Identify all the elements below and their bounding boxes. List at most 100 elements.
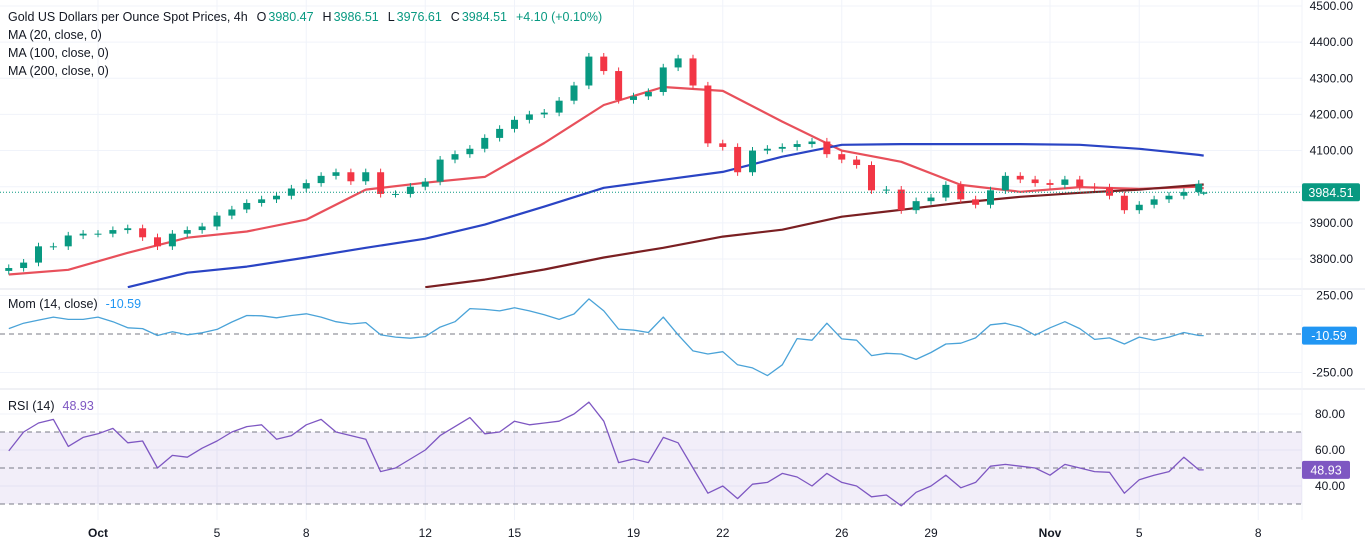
candle <box>347 168 355 185</box>
candle-body <box>1076 179 1084 187</box>
rsi-value: 48.93 <box>1310 463 1341 477</box>
x-tick-label: 29 <box>924 526 938 540</box>
candle-body <box>674 58 682 68</box>
momentum-pane[interactable] <box>0 298 1302 377</box>
candle-body <box>183 230 191 234</box>
candle <box>630 92 637 104</box>
candle-body <box>154 237 161 247</box>
candle <box>511 116 518 133</box>
candle-body <box>228 209 236 216</box>
close-label: C <box>450 10 460 24</box>
candle <box>258 195 266 207</box>
candle-body <box>600 56 608 72</box>
ma20-line <box>8 85 1205 276</box>
candle <box>1180 188 1188 200</box>
candle-body <box>392 193 399 195</box>
candle <box>644 88 652 100</box>
x-tick-label: 19 <box>627 526 641 540</box>
candle <box>1091 183 1099 192</box>
candle <box>793 140 801 151</box>
candle-body <box>615 71 623 100</box>
price-tick-label: 4300.00 <box>1310 71 1354 85</box>
candle-body <box>1200 192 1208 194</box>
ma100-legend[interactable]: MA (100, close, 0) <box>8 46 109 60</box>
candle <box>615 67 623 104</box>
candle <box>897 185 905 214</box>
candle-body <box>1016 175 1024 180</box>
rsi-pane[interactable] <box>0 401 1302 507</box>
low-label: L <box>387 10 395 24</box>
candle-body <box>347 172 355 182</box>
candle <box>496 125 504 142</box>
candle <box>154 233 161 250</box>
ma20-legend[interactable]: MA (20, close, 0) <box>8 28 102 42</box>
candle <box>35 242 42 267</box>
candle <box>64 231 72 250</box>
candle <box>1031 175 1039 187</box>
candle-body <box>630 96 637 100</box>
candle-body <box>525 114 533 120</box>
candle-body <box>912 201 920 211</box>
candle <box>139 224 147 241</box>
candle-body <box>1061 179 1069 185</box>
candle <box>734 143 742 176</box>
candle-body <box>79 233 87 236</box>
candle <box>124 224 132 234</box>
price-tick-label: 4100.00 <box>1310 144 1354 158</box>
candle-body <box>882 189 890 191</box>
candle-body <box>942 184 950 198</box>
candle-body <box>570 85 578 101</box>
ma200-legend[interactable]: MA (200, close, 0) <box>8 64 109 78</box>
x-tick-label: 26 <box>835 526 849 540</box>
candle <box>168 230 176 250</box>
rsi-legend-value: 48.93 <box>62 399 94 413</box>
candle <box>183 226 191 238</box>
candle <box>570 81 578 105</box>
mom-legend[interactable]: Mom (14, close) -10.59 <box>8 295 143 313</box>
candle-body <box>1031 179 1039 184</box>
candle-body <box>793 144 801 147</box>
candle-body <box>139 228 147 238</box>
candle-body <box>109 230 117 234</box>
candle-body <box>362 172 370 182</box>
candle-body <box>243 202 251 210</box>
candle-body <box>555 100 563 113</box>
candle-body <box>972 199 980 205</box>
open-value: 3980.47 <box>268 10 314 24</box>
high-label: H <box>322 10 332 24</box>
candle-body <box>719 143 727 147</box>
price-pane[interactable] <box>0 52 1302 288</box>
candle-body <box>49 246 57 248</box>
candle-body <box>763 148 771 151</box>
candle-body <box>213 215 221 227</box>
mom-value: -10.59 <box>1311 329 1346 343</box>
candle <box>585 52 593 90</box>
rsi-line <box>8 401 1204 507</box>
candle <box>1001 172 1009 194</box>
candle-body <box>258 199 266 203</box>
candle-body <box>749 150 756 173</box>
mom-tick-label: -250.00 <box>1312 366 1353 380</box>
last-price-badge <box>1302 183 1360 202</box>
candle <box>377 168 385 198</box>
candle-body <box>897 189 905 211</box>
candle <box>302 179 310 193</box>
candle-body <box>868 165 875 191</box>
candle <box>94 230 102 238</box>
x-tick-label: 8 <box>1255 526 1262 540</box>
candle <box>273 192 280 203</box>
rsi-legend[interactable]: RSI (14) 48.93 <box>8 397 96 415</box>
candle-body <box>20 262 28 269</box>
candle-body <box>302 183 310 189</box>
candle-body <box>421 181 429 187</box>
candle-body <box>704 85 712 144</box>
x-tick-label: 15 <box>508 526 522 540</box>
mom-legend-value: -10.59 <box>105 297 142 311</box>
price-tick-label: 4500.00 <box>1310 0 1354 13</box>
x-tick-label: Oct <box>88 526 108 540</box>
candle-body <box>94 233 102 235</box>
candle-body <box>168 233 176 247</box>
x-tick-label: 5 <box>214 526 221 540</box>
candle-body <box>1106 187 1113 196</box>
